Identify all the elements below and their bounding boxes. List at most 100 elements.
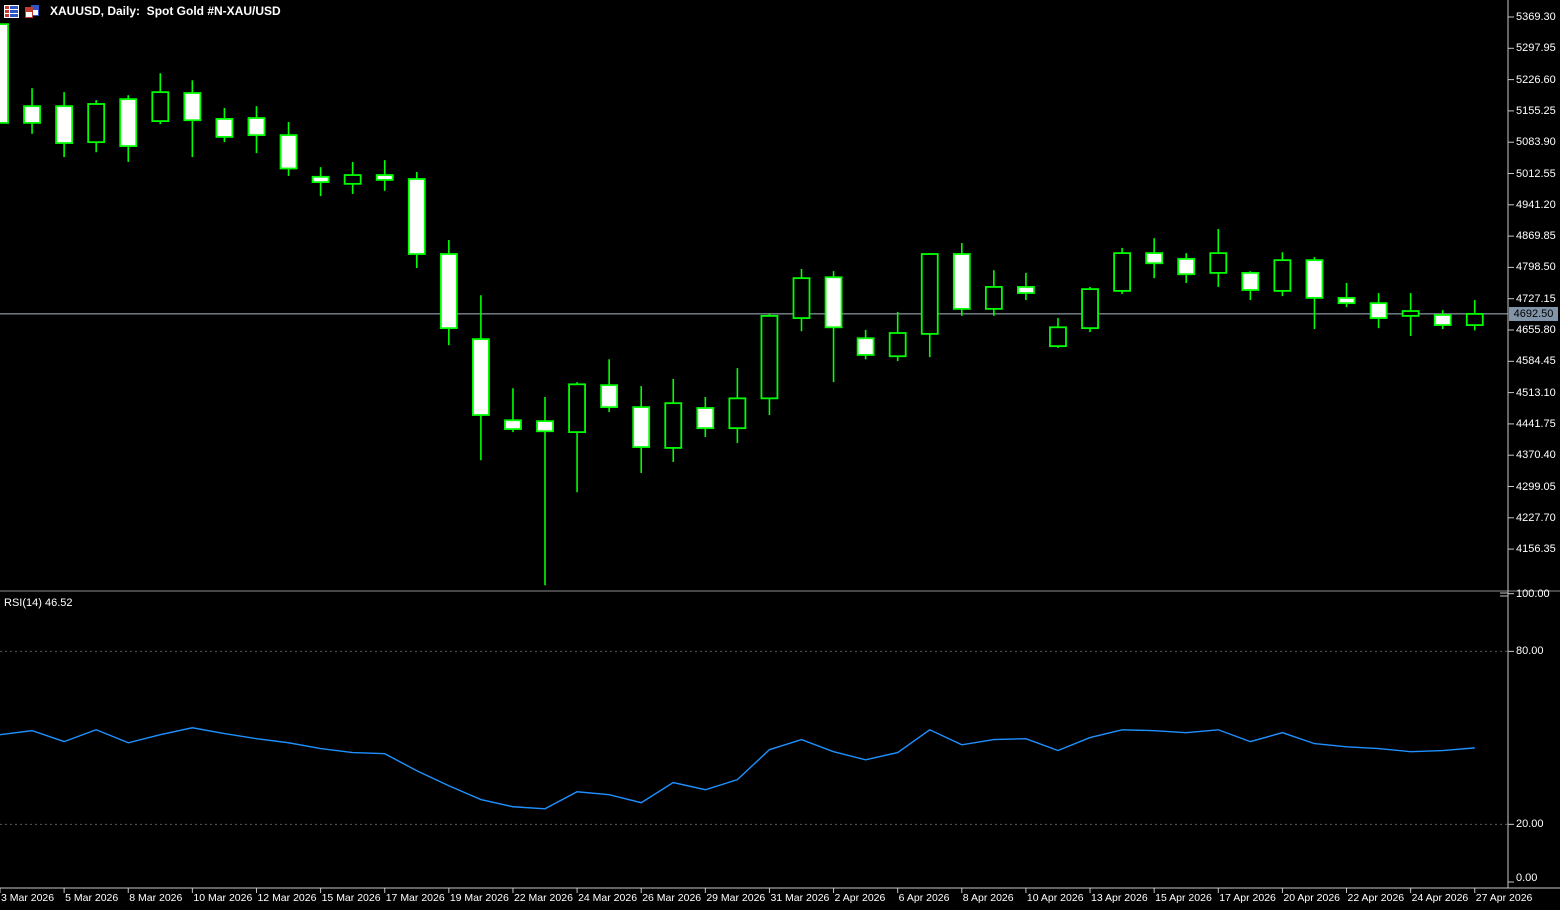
price-tick-label: 5226.60 [1516,73,1556,86]
price-tick-label: 4156.35 [1516,543,1556,556]
date-tick-label: 2 Apr 2026 [834,892,886,904]
date-tick-label: 26 Mar 2026 [642,892,702,904]
date-tick-label: 8 Apr 2026 [962,892,1014,904]
candle-bull [920,253,939,335]
price-tick-label: 4869.85 [1516,230,1556,243]
candle-bull [984,286,1003,310]
price-tick-label: 5369.30 [1516,11,1556,23]
candle-bull [1113,252,1131,292]
windows-icon [25,4,40,18]
candle-bear [247,117,266,137]
date-tick-label: 22 Mar 2026 [513,892,573,904]
candle-bear [279,134,298,170]
date-tick-label: 5 Mar 2026 [65,892,119,904]
price-tick-label: 5155.25 [1516,104,1556,117]
candle-bear [215,118,234,138]
candle-bull [1081,288,1099,330]
candle-bull [760,314,779,400]
candle-bull [1049,326,1067,348]
rsi-indicator-label: RSI(14) 46.52 [4,597,73,609]
price-tick-label: 4227.70 [1516,511,1556,524]
candle-bull [792,277,811,319]
date-tick-label: 10 Apr 2026 [1026,892,1084,904]
candle-bull [568,383,586,434]
candle-bear [55,105,74,144]
date-tick-label: 31 Mar 2026 [770,892,830,904]
date-tick-label: 22 Apr 2026 [1347,892,1405,904]
price-tick-label: 5083.90 [1516,136,1556,149]
price-tick-label: 4727.15 [1516,292,1556,305]
date-tick-label: 24 Mar 2026 [578,892,638,904]
candle-bull [151,91,170,122]
candle-bear [407,178,426,255]
price-tick-label: 5012.55 [1516,167,1556,180]
candle-bull [1465,313,1484,326]
price-tick-label: 4513.10 [1516,386,1556,399]
candle-bear [23,105,41,124]
candle-bear [600,384,619,409]
candle-bear [1433,314,1452,326]
candle-bull [664,402,683,449]
candle-bear [504,419,522,430]
candle-bear [1337,296,1356,305]
price-tick-label: 4941.20 [1516,198,1556,211]
candle-bear [1241,271,1260,291]
candle-bull [1273,259,1292,292]
candle-bear [183,92,202,122]
date-tick-label: 10 Mar 2026 [193,892,253,904]
quotes-grid-icon [4,4,19,18]
candle-bear [952,253,971,310]
date-tick-label: 17 Mar 2026 [385,892,445,904]
candle-bear [1305,259,1324,299]
candle-bear [1177,257,1196,276]
chart-title-bar: XAUUSD, Daily: Spot Gold #N-XAU/USD [4,3,281,19]
candle-bear [1145,252,1164,265]
date-tick-label: 3 Mar 2026 [1,892,55,904]
price-tick-label: 4655.80 [1516,324,1556,336]
date-tick-label: 13 Apr 2026 [1091,892,1148,904]
date-tick-label: 27 Apr 2026 [1475,892,1533,904]
rsi-value: 46.52 [44,597,73,609]
date-tick-label: 24 Apr 2026 [1411,892,1469,904]
price-tick-label: 4370.40 [1516,449,1556,462]
date-tick-label: 15 Apr 2026 [1155,892,1212,904]
date-tick-label: 6 Apr 2026 [898,892,950,904]
current-price-badge: 4692.50 [1509,306,1558,321]
candle-bull [1209,252,1228,274]
candle-bear [856,337,875,356]
candle-bear [1017,286,1035,294]
rsi-tick-label: 80.00 [1516,645,1544,658]
date-tick-label: 20 Apr 2026 [1283,892,1341,904]
date-tick-label: 19 Mar 2026 [449,892,509,904]
candle-bear [536,420,554,433]
candle-bear [696,407,715,430]
candle-bull [87,103,106,144]
rsi-tick-label: 100.00 [1516,587,1550,600]
candle-bear [471,338,490,416]
date-tick-label: 29 Mar 2026 [706,892,766,904]
candle-bear [439,253,458,330]
date-tick-label: 15 Mar 2026 [321,892,381,904]
candle-bear [0,23,9,124]
rsi-tick-label: 20.00 [1516,818,1544,831]
date-tick-label: 8 Mar 2026 [129,892,183,904]
candle-bull [1401,310,1420,317]
candle-bull [728,397,747,430]
date-tick-label: 12 Mar 2026 [257,892,317,904]
candle-bear [632,406,651,448]
candle-bear [375,174,394,181]
price-tick-label: 4798.50 [1516,261,1556,274]
date-tick-label: 17 Apr 2026 [1219,892,1276,904]
price-tick-label: 4441.75 [1516,417,1556,430]
candle-bear [1369,302,1388,319]
candle-bear [311,175,330,183]
chart-title: XAUUSD, Daily: Spot Gold #N-XAU/USD [50,4,281,18]
rsi-tick-label: 0.00 [1516,872,1538,884]
price-tick-label: 5297.95 [1516,42,1556,55]
price-tick-label: 4299.05 [1516,480,1556,493]
candle-bull [888,332,907,358]
rsi-line [0,727,1475,810]
candle-bear [824,276,843,329]
